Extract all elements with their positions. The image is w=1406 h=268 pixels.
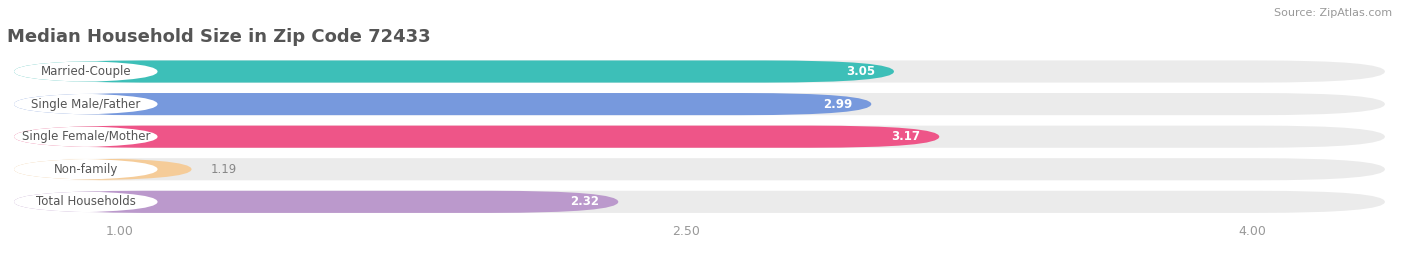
Text: Single Male/Father: Single Male/Father — [31, 98, 141, 111]
Text: Source: ZipAtlas.com: Source: ZipAtlas.com — [1274, 8, 1392, 18]
Text: Median Household Size in Zip Code 72433: Median Household Size in Zip Code 72433 — [7, 28, 430, 46]
FancyBboxPatch shape — [14, 126, 1385, 148]
Text: Married-Couple: Married-Couple — [41, 65, 131, 78]
FancyBboxPatch shape — [14, 158, 1385, 180]
Text: 2.32: 2.32 — [571, 195, 599, 208]
FancyBboxPatch shape — [14, 93, 157, 115]
FancyBboxPatch shape — [14, 191, 157, 213]
FancyBboxPatch shape — [14, 61, 894, 83]
Text: 3.17: 3.17 — [891, 130, 921, 143]
FancyBboxPatch shape — [14, 61, 1385, 83]
Text: Single Female/Mother: Single Female/Mother — [21, 130, 150, 143]
FancyBboxPatch shape — [14, 93, 1385, 115]
FancyBboxPatch shape — [14, 158, 157, 180]
Text: Total Households: Total Households — [37, 195, 136, 208]
FancyBboxPatch shape — [14, 191, 619, 213]
Text: Non-family: Non-family — [53, 163, 118, 176]
FancyBboxPatch shape — [14, 158, 191, 180]
Text: 3.05: 3.05 — [846, 65, 875, 78]
FancyBboxPatch shape — [14, 61, 157, 83]
FancyBboxPatch shape — [14, 93, 872, 115]
FancyBboxPatch shape — [14, 191, 1385, 213]
Text: 2.99: 2.99 — [823, 98, 852, 111]
Text: 1.19: 1.19 — [211, 163, 236, 176]
FancyBboxPatch shape — [14, 126, 939, 148]
FancyBboxPatch shape — [14, 126, 157, 148]
